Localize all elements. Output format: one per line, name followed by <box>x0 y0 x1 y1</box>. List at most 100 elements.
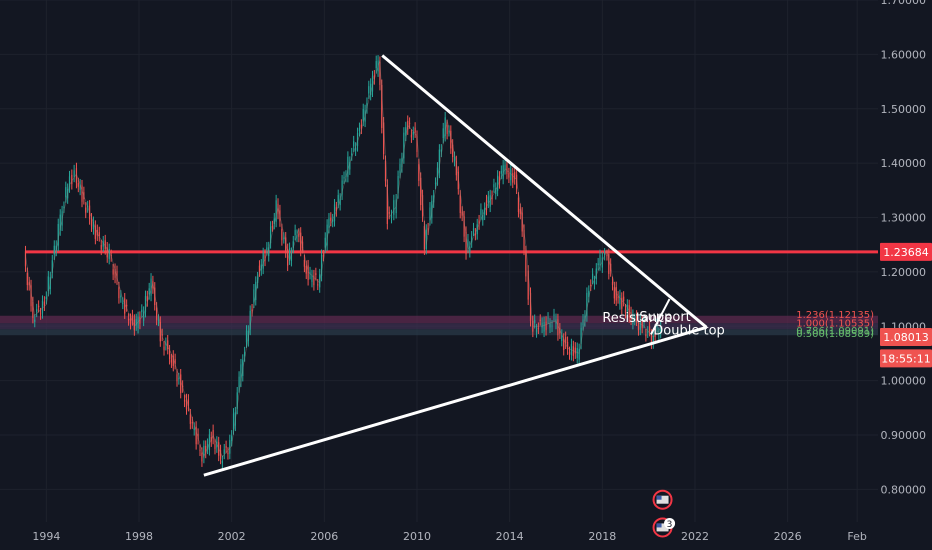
candle-body <box>643 322 645 324</box>
candle-body <box>497 175 499 191</box>
price-tag-text: 1.23684 <box>883 246 929 259</box>
candle-body <box>163 346 165 351</box>
candle-body <box>623 296 625 301</box>
candle-body <box>174 359 176 364</box>
candle-body <box>360 124 362 129</box>
candle-body <box>161 334 163 336</box>
candle-body <box>38 305 40 308</box>
candle-body <box>63 206 65 208</box>
price-tag <box>880 328 932 347</box>
y-tick-label: 1.00000 <box>881 375 927 388</box>
wedge-line[interactable] <box>650 298 671 335</box>
event-badges[interactable]: 3 <box>652 489 676 538</box>
candle-body <box>347 156 349 177</box>
candle-body <box>288 248 291 260</box>
candle-body <box>370 83 372 95</box>
candle-body <box>485 200 488 210</box>
candle-body <box>255 281 257 301</box>
y-axis[interactable]: 0.800000.900001.000001.100001.200001.300… <box>878 0 932 550</box>
candle-body <box>434 182 437 184</box>
candle-body <box>420 177 422 206</box>
candle-body <box>283 237 285 239</box>
candle-body <box>227 452 229 455</box>
candle-body <box>478 220 480 225</box>
candle-body <box>636 315 638 321</box>
candle-body <box>634 318 636 320</box>
fib-level-labels: 1.236(1.12135)1.000(1.10535)0.786(1.0909… <box>796 310 874 340</box>
candle-body <box>429 207 431 221</box>
candle-body <box>489 195 491 207</box>
candle-body <box>427 228 429 230</box>
trendline[interactable] <box>381 54 708 329</box>
candle-body <box>45 296 47 299</box>
candle-body <box>543 322 545 332</box>
candle-body <box>77 183 79 187</box>
candle-body <box>580 327 582 344</box>
candle-body <box>98 232 100 237</box>
candle-body <box>648 326 651 331</box>
candle-body <box>85 207 87 213</box>
candle-body <box>313 275 315 286</box>
candle-body <box>71 174 73 185</box>
candle-body <box>561 334 563 341</box>
candle-body <box>231 435 233 441</box>
candle-body <box>126 304 128 307</box>
fib-level-label: 1.236(1.12135) <box>796 310 874 321</box>
candle-body <box>249 310 251 330</box>
candle-body <box>199 449 201 451</box>
candle-body <box>43 301 46 306</box>
candle-body <box>221 460 223 464</box>
candle-body <box>106 247 108 258</box>
candle-body <box>53 245 55 255</box>
candle-body <box>225 446 227 448</box>
candle-body <box>195 426 197 445</box>
candle-body <box>436 167 439 181</box>
candle-body <box>482 214 484 221</box>
candle-body <box>379 61 381 85</box>
candle-body <box>630 312 632 320</box>
candle-body <box>322 255 325 257</box>
trendline[interactable] <box>203 325 707 477</box>
candle-body <box>516 174 518 189</box>
candle-body <box>386 184 388 225</box>
candle-body <box>611 281 614 286</box>
flag-canton <box>656 523 662 528</box>
candle-body <box>193 427 195 431</box>
candle-body <box>240 364 242 382</box>
candle-body <box>262 253 264 269</box>
candle-body <box>187 399 190 406</box>
candle-body <box>393 200 395 215</box>
candle-body <box>281 229 283 241</box>
candle-body <box>206 443 209 449</box>
candle-body <box>287 249 289 266</box>
x-tick-label: 1994 <box>32 530 60 543</box>
candle-body <box>495 187 497 195</box>
candle-body <box>114 268 116 278</box>
candle-body <box>81 185 83 202</box>
candle-body <box>399 164 401 173</box>
candle-body <box>504 164 506 170</box>
candle-body <box>461 211 463 216</box>
candle-body <box>311 275 313 282</box>
candle-body <box>641 321 643 328</box>
candle-body <box>467 239 469 248</box>
trendlines[interactable] <box>203 54 708 477</box>
candle-body <box>307 265 309 281</box>
candle-body <box>251 309 253 312</box>
candle-body <box>390 215 393 218</box>
candle-body <box>595 268 597 280</box>
candle-body <box>258 265 261 272</box>
candle-body <box>384 160 387 182</box>
candle-body <box>381 84 383 128</box>
y-tick-label: 1.20000 <box>881 266 927 279</box>
candle-body <box>333 204 336 222</box>
y-axis-panel[interactable] <box>878 0 932 550</box>
candle-body <box>303 260 306 267</box>
candle-body <box>257 277 259 283</box>
candle-body <box>144 296 147 312</box>
candle-body <box>645 334 647 337</box>
candle-body <box>545 321 547 331</box>
candle-body <box>24 251 27 267</box>
candle-body <box>647 331 649 333</box>
